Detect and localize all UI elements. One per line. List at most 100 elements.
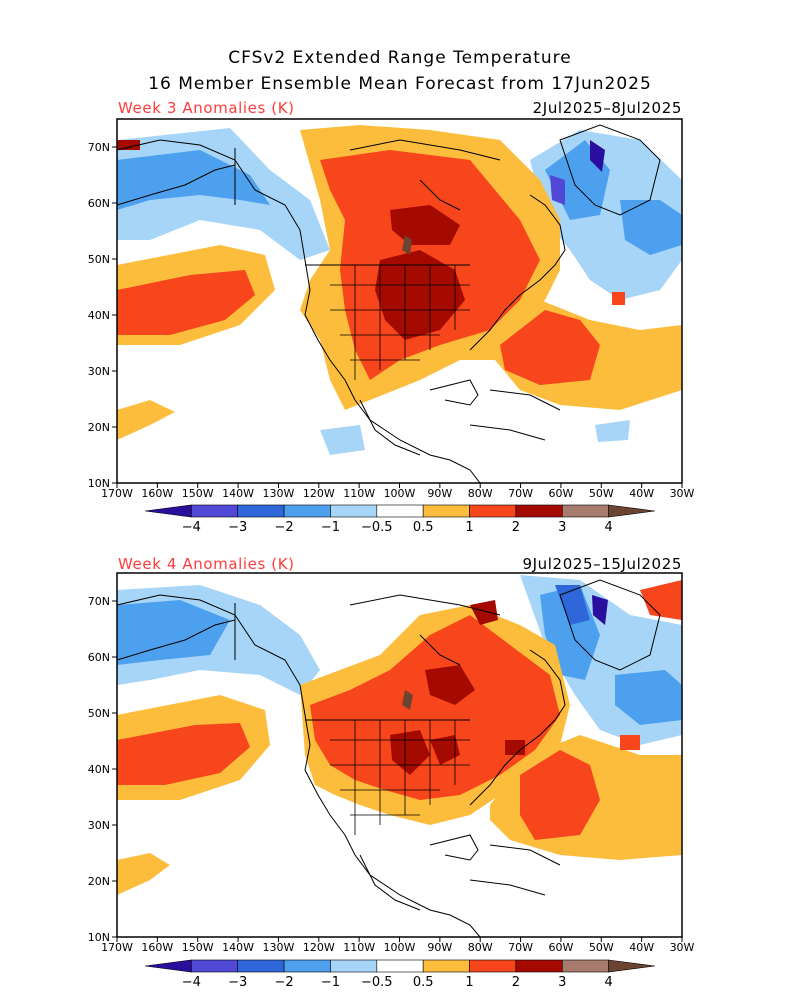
colorbar-label: 2 (512, 975, 520, 990)
lat-label: 30N (88, 819, 110, 832)
colorbar-swatch (422, 959, 470, 973)
cool-region (117, 600, 230, 665)
lat-label: 60N (88, 197, 110, 210)
colorbar-swatch (376, 959, 424, 973)
cool-region (555, 585, 590, 625)
lon-label: 120W (303, 941, 335, 954)
lon-label: 30W (670, 487, 695, 500)
colorbar-label: −4 (182, 520, 201, 535)
colorbar-swatch (608, 504, 656, 518)
colorbar-label: 0.5 (413, 520, 434, 535)
warm-region (500, 310, 600, 385)
cool-region (595, 420, 630, 442)
lon-label: 60W (548, 941, 573, 954)
colorbar-swatch (283, 959, 331, 973)
warm-region (640, 580, 682, 620)
cool-region (615, 670, 682, 725)
lon-label: 70W (508, 487, 533, 500)
colorbar-swatch (469, 959, 517, 973)
lon-label: 90W (427, 487, 452, 500)
warm-region (505, 740, 525, 755)
warm-region (402, 235, 412, 255)
lon-label: 110W (343, 487, 375, 500)
lat-label: 40N (88, 763, 110, 776)
colorbar-label: 3 (558, 975, 566, 990)
lon-label: 130W (262, 487, 294, 500)
lon-label: 60W (548, 487, 573, 500)
cool-region (590, 140, 605, 172)
colorbar-label: −2 (275, 520, 294, 535)
lon-label: 40W (629, 487, 654, 500)
colorbar-swatch (330, 959, 378, 973)
week3-panel: Week 3 Anomalies (K) 2Jul2025–8Jul2025 (88, 99, 695, 535)
lon-label: 160W (141, 487, 173, 500)
colorbar-label: −1 (321, 975, 340, 990)
lon-label: 80W (468, 487, 493, 500)
lat-label: 50N (88, 253, 110, 266)
lat-label: 10N (88, 931, 110, 944)
week3-label: Week 3 Anomalies (K) (118, 99, 295, 117)
lon-label: 140W (222, 941, 254, 954)
colorbar-label: −4 (182, 975, 201, 990)
warm-region (117, 723, 250, 785)
cool-region (320, 425, 365, 455)
state-borders (330, 265, 470, 380)
lon-label: 90W (427, 941, 452, 954)
colorbar-label: 3 (558, 520, 566, 535)
cool-region (620, 200, 682, 255)
lon-label: 160W (141, 941, 173, 954)
coastlines (117, 124, 661, 483)
warm-region (402, 690, 413, 710)
lon-label: 100W (384, 941, 416, 954)
lat-label: 70N (88, 595, 110, 608)
lon-label: 50W (589, 487, 614, 500)
lon-label: 130W (262, 941, 294, 954)
state-borders (330, 720, 470, 835)
lon-label: 100W (384, 487, 416, 500)
warm-region (117, 270, 255, 335)
colorbar-label: 0.5 (413, 975, 434, 990)
lat-label: 20N (88, 421, 110, 434)
lat-label: 60N (88, 651, 110, 664)
lat-label: 50N (88, 707, 110, 720)
warm-region (375, 250, 465, 340)
lat-label: 70N (88, 141, 110, 154)
warm-region (520, 750, 600, 840)
warm-region (310, 615, 560, 800)
warm-region (117, 853, 170, 895)
colorbar-label: −1 (321, 520, 340, 535)
lat-label: 30N (88, 365, 110, 378)
colorbar-label: 2 (512, 520, 520, 535)
colorbar-swatch (561, 959, 609, 973)
lat-label: 20N (88, 875, 110, 888)
lon-label: 120W (303, 487, 335, 500)
colorbar-label: −3 (228, 520, 247, 535)
lon-label: 70W (508, 941, 533, 954)
warm-region (620, 735, 640, 750)
lon-label: 170W (101, 941, 133, 954)
warm-region (117, 400, 175, 440)
colorbar-label: −0.5 (361, 975, 393, 990)
colorbar-swatch (144, 959, 192, 973)
colorbar-swatch (608, 959, 656, 973)
title-line-1: CFSv2 Extended Range Temperature (228, 48, 572, 68)
colorbar-label: −3 (228, 975, 247, 990)
lat-label: 10N (88, 477, 110, 490)
lat-label: 40N (88, 309, 110, 322)
week4-dates: 9Jul2025–15Jul2025 (522, 555, 682, 573)
cool-region (117, 150, 270, 210)
colorbar-label: −0.5 (361, 520, 393, 535)
title-line-2: 16 Member Ensemble Mean Forecast from 17… (148, 74, 652, 94)
lon-label: 150W (182, 941, 214, 954)
lon-label: 140W (222, 487, 254, 500)
warm-region (117, 140, 140, 150)
warm-region (612, 292, 625, 305)
colorbar-label: 4 (604, 520, 612, 535)
colorbar-label: −2 (275, 975, 294, 990)
lon-label: 150W (182, 487, 214, 500)
cool-region (550, 175, 565, 205)
warm-region (390, 730, 430, 775)
lon-label: 110W (343, 941, 375, 954)
